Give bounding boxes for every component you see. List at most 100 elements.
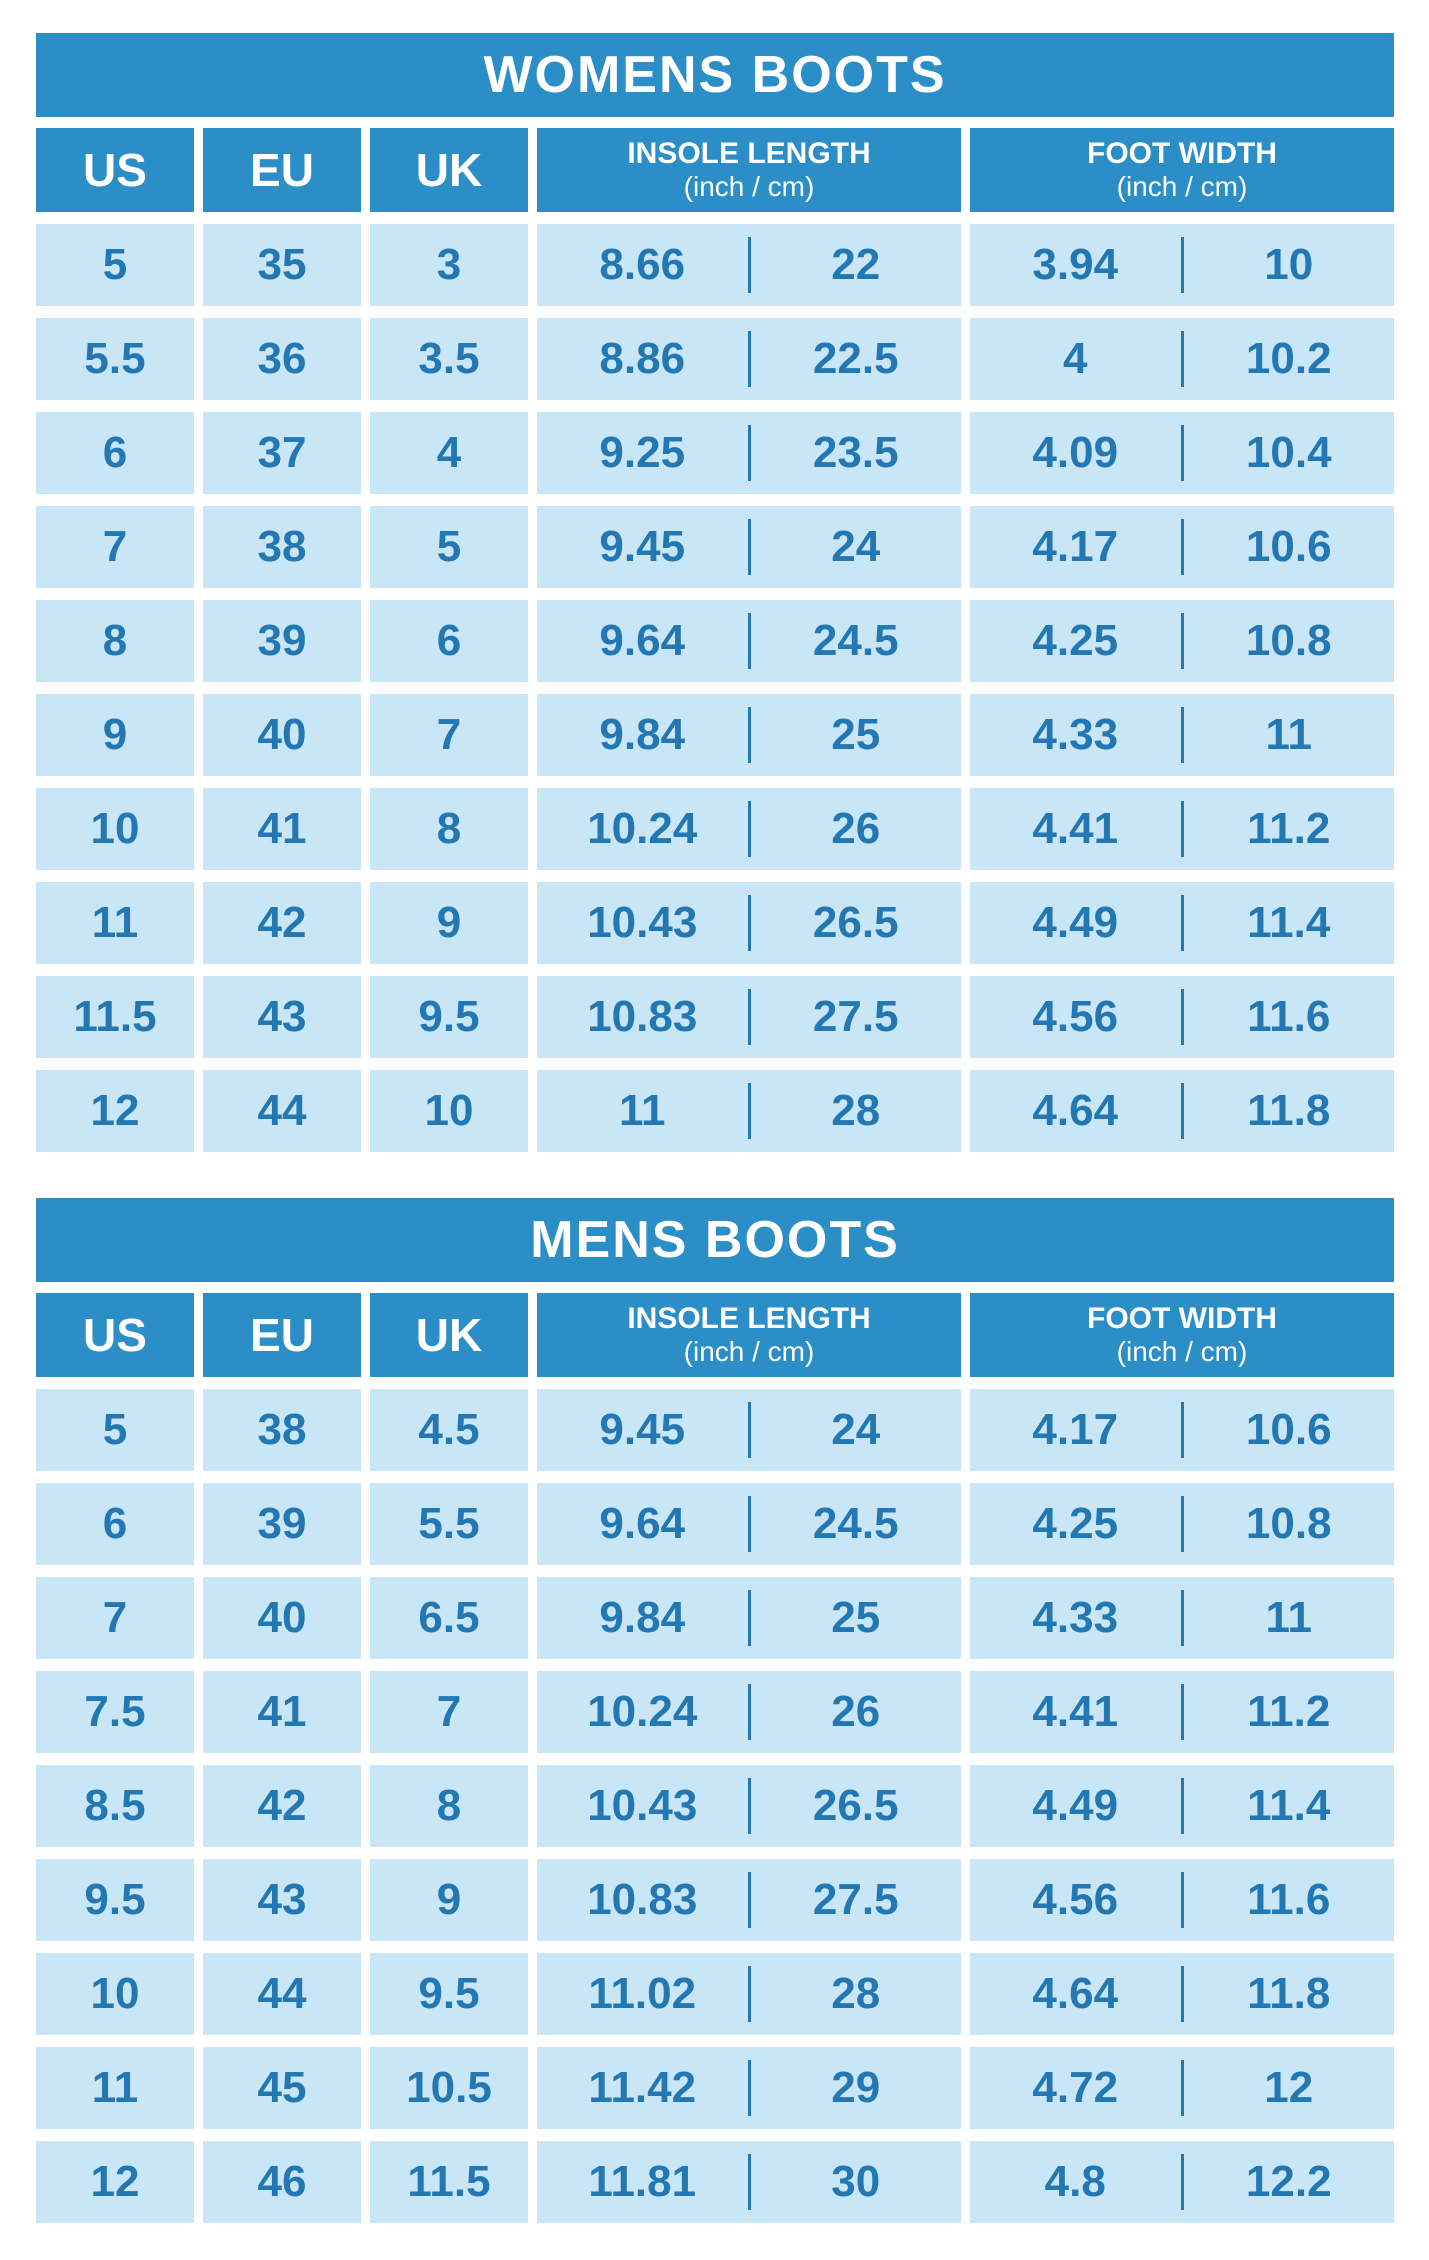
womens-table-grid: US EU UK INSOLE LENGTH (inch / cm) FOOT … xyxy=(36,128,1394,1152)
insole-length-units: (inch / cm) xyxy=(683,1336,815,1368)
cell-divider xyxy=(1180,613,1184,669)
cell-divider xyxy=(747,1590,751,1646)
insole-length-cell: 9.84 25 xyxy=(537,694,961,776)
us-size-cell: 11 xyxy=(36,2047,194,2129)
foot-width-cm-value: 11.6 xyxy=(1247,992,1331,1041)
eu-size-cell: 35 xyxy=(203,224,361,306)
insole-length-cell: 11.81 30 xyxy=(537,2141,961,2223)
col-header-us: US xyxy=(36,128,194,212)
col-header-uk: UK xyxy=(370,128,528,212)
col-header-uk: UK xyxy=(370,1293,528,1377)
us-size-cell: 8.5 xyxy=(36,1765,194,1847)
foot-width-cm-value: 10.8 xyxy=(1245,616,1332,665)
foot-width-cell: 4.64 11.8 xyxy=(970,1953,1394,2035)
insole-cm-value: 24 xyxy=(831,1405,881,1454)
us-size-cell: 5 xyxy=(36,224,194,306)
uk-size-cell: 8 xyxy=(370,788,528,870)
foot-width-inch-value: 4.49 xyxy=(1032,898,1119,947)
foot-width-cm-value: 11.8 xyxy=(1247,1086,1331,1135)
insole-length-cell: 10.24 26 xyxy=(537,1671,961,1753)
eu-size-cell: 42 xyxy=(203,1765,361,1847)
cell-divider xyxy=(1180,1083,1184,1139)
foot-width-cm-value: 11.6 xyxy=(1247,1875,1331,1924)
cell-divider xyxy=(1180,1778,1184,1834)
insole-length-cell: 10.24 26 xyxy=(537,788,961,870)
mens-table-grid: US EU UK INSOLE LENGTH (inch / cm) FOOT … xyxy=(36,1293,1394,2223)
cell-divider xyxy=(747,1778,751,1834)
cell-divider xyxy=(1180,425,1184,481)
foot-width-cm-value: 10.4 xyxy=(1245,428,1332,477)
uk-size-cell: 3.5 xyxy=(370,318,528,400)
insole-inch-value: 10.43 xyxy=(587,1781,698,1830)
foot-width-inch-value: 4.41 xyxy=(1032,1687,1119,1736)
foot-width-units: (inch / cm) xyxy=(1116,1336,1248,1368)
foot-width-inch-value: 4.09 xyxy=(1032,428,1119,477)
uk-size-cell: 10.5 xyxy=(370,2047,528,2129)
insole-cm-value: 23.5 xyxy=(812,428,899,477)
cell-divider xyxy=(1180,1590,1184,1646)
cell-divider xyxy=(1180,1684,1184,1740)
col-header-eu: EU xyxy=(203,128,361,212)
insole-length-cell: 10.43 26.5 xyxy=(537,1765,961,1847)
us-size-cell: 10 xyxy=(36,1953,194,2035)
cell-divider xyxy=(747,989,751,1045)
foot-width-cm-value: 11 xyxy=(1265,710,1312,759)
insole-cm-value: 22.5 xyxy=(812,334,899,383)
us-size-cell: 11 xyxy=(36,882,194,964)
cell-divider xyxy=(1180,237,1184,293)
us-size-cell: 9.5 xyxy=(36,1859,194,1941)
insole-cm-value: 30 xyxy=(831,2157,881,2206)
insole-inch-value: 9.84 xyxy=(599,710,686,759)
eu-size-cell: 39 xyxy=(203,1483,361,1565)
insole-inch-value: 10.24 xyxy=(587,1687,698,1736)
insole-inch-value: 11.42 xyxy=(588,2063,697,2112)
eu-size-cell: 41 xyxy=(203,1671,361,1753)
foot-width-inch-value: 4.17 xyxy=(1032,1405,1119,1454)
insole-length-cell: 8.86 22.5 xyxy=(537,318,961,400)
eu-size-cell: 40 xyxy=(203,1577,361,1659)
foot-width-inch-value: 4.56 xyxy=(1032,992,1119,1041)
foot-width-cell: 4.56 11.6 xyxy=(970,1859,1394,1941)
col-header-insole-length: INSOLE LENGTH (inch / cm) xyxy=(537,128,961,212)
eu-size-cell: 43 xyxy=(203,1859,361,1941)
foot-width-label: FOOT WIDTH xyxy=(1087,1301,1277,1335)
insole-length-cell: 11.02 28 xyxy=(537,1953,961,2035)
uk-size-cell: 8 xyxy=(370,1765,528,1847)
uk-size-cell: 7 xyxy=(370,694,528,776)
insole-inch-value: 10.43 xyxy=(587,898,698,947)
womens-table-title: WOMENS BOOTS xyxy=(36,33,1394,117)
insole-length-cell: 9.84 25 xyxy=(537,1577,961,1659)
foot-width-cm-value: 11.4 xyxy=(1247,898,1331,947)
us-size-cell: 5.5 xyxy=(36,318,194,400)
insole-length-cell: 11.42 29 xyxy=(537,2047,961,2129)
foot-width-inch-value: 4.41 xyxy=(1032,804,1119,853)
foot-width-cell: 4.25 10.8 xyxy=(970,600,1394,682)
foot-width-inch-value: 4.64 xyxy=(1032,1969,1119,2018)
us-size-cell: 7 xyxy=(36,506,194,588)
insole-inch-value: 10.83 xyxy=(587,992,698,1041)
eu-size-cell: 40 xyxy=(203,694,361,776)
cell-divider xyxy=(1180,331,1184,387)
us-size-cell: 9 xyxy=(36,694,194,776)
insole-cm-value: 29 xyxy=(831,2063,881,2112)
eu-size-cell: 45 xyxy=(203,2047,361,2129)
insole-inch-value: 11 xyxy=(618,1086,666,1135)
cell-divider xyxy=(747,1966,751,2022)
insole-cm-value: 24.5 xyxy=(812,616,899,665)
foot-width-inch-value: 4.49 xyxy=(1032,1781,1119,1830)
uk-size-cell: 5.5 xyxy=(370,1483,528,1565)
insole-cm-value: 26.5 xyxy=(812,1781,899,1830)
foot-width-cell: 4.33 11 xyxy=(970,694,1394,776)
insole-length-cell: 9.25 23.5 xyxy=(537,412,961,494)
insole-length-label: INSOLE LENGTH xyxy=(627,1301,871,1335)
cell-divider xyxy=(747,1684,751,1740)
cell-divider xyxy=(747,2060,751,2116)
foot-width-inch-value: 4 xyxy=(1063,334,1088,383)
insole-cm-value: 26.5 xyxy=(812,898,899,947)
foot-width-cm-value: 11 xyxy=(1265,1593,1312,1642)
eu-size-cell: 46 xyxy=(203,2141,361,2223)
foot-width-inch-value: 4.8 xyxy=(1044,2157,1106,2206)
us-size-cell: 7 xyxy=(36,1577,194,1659)
col-header-us: US xyxy=(36,1293,194,1377)
